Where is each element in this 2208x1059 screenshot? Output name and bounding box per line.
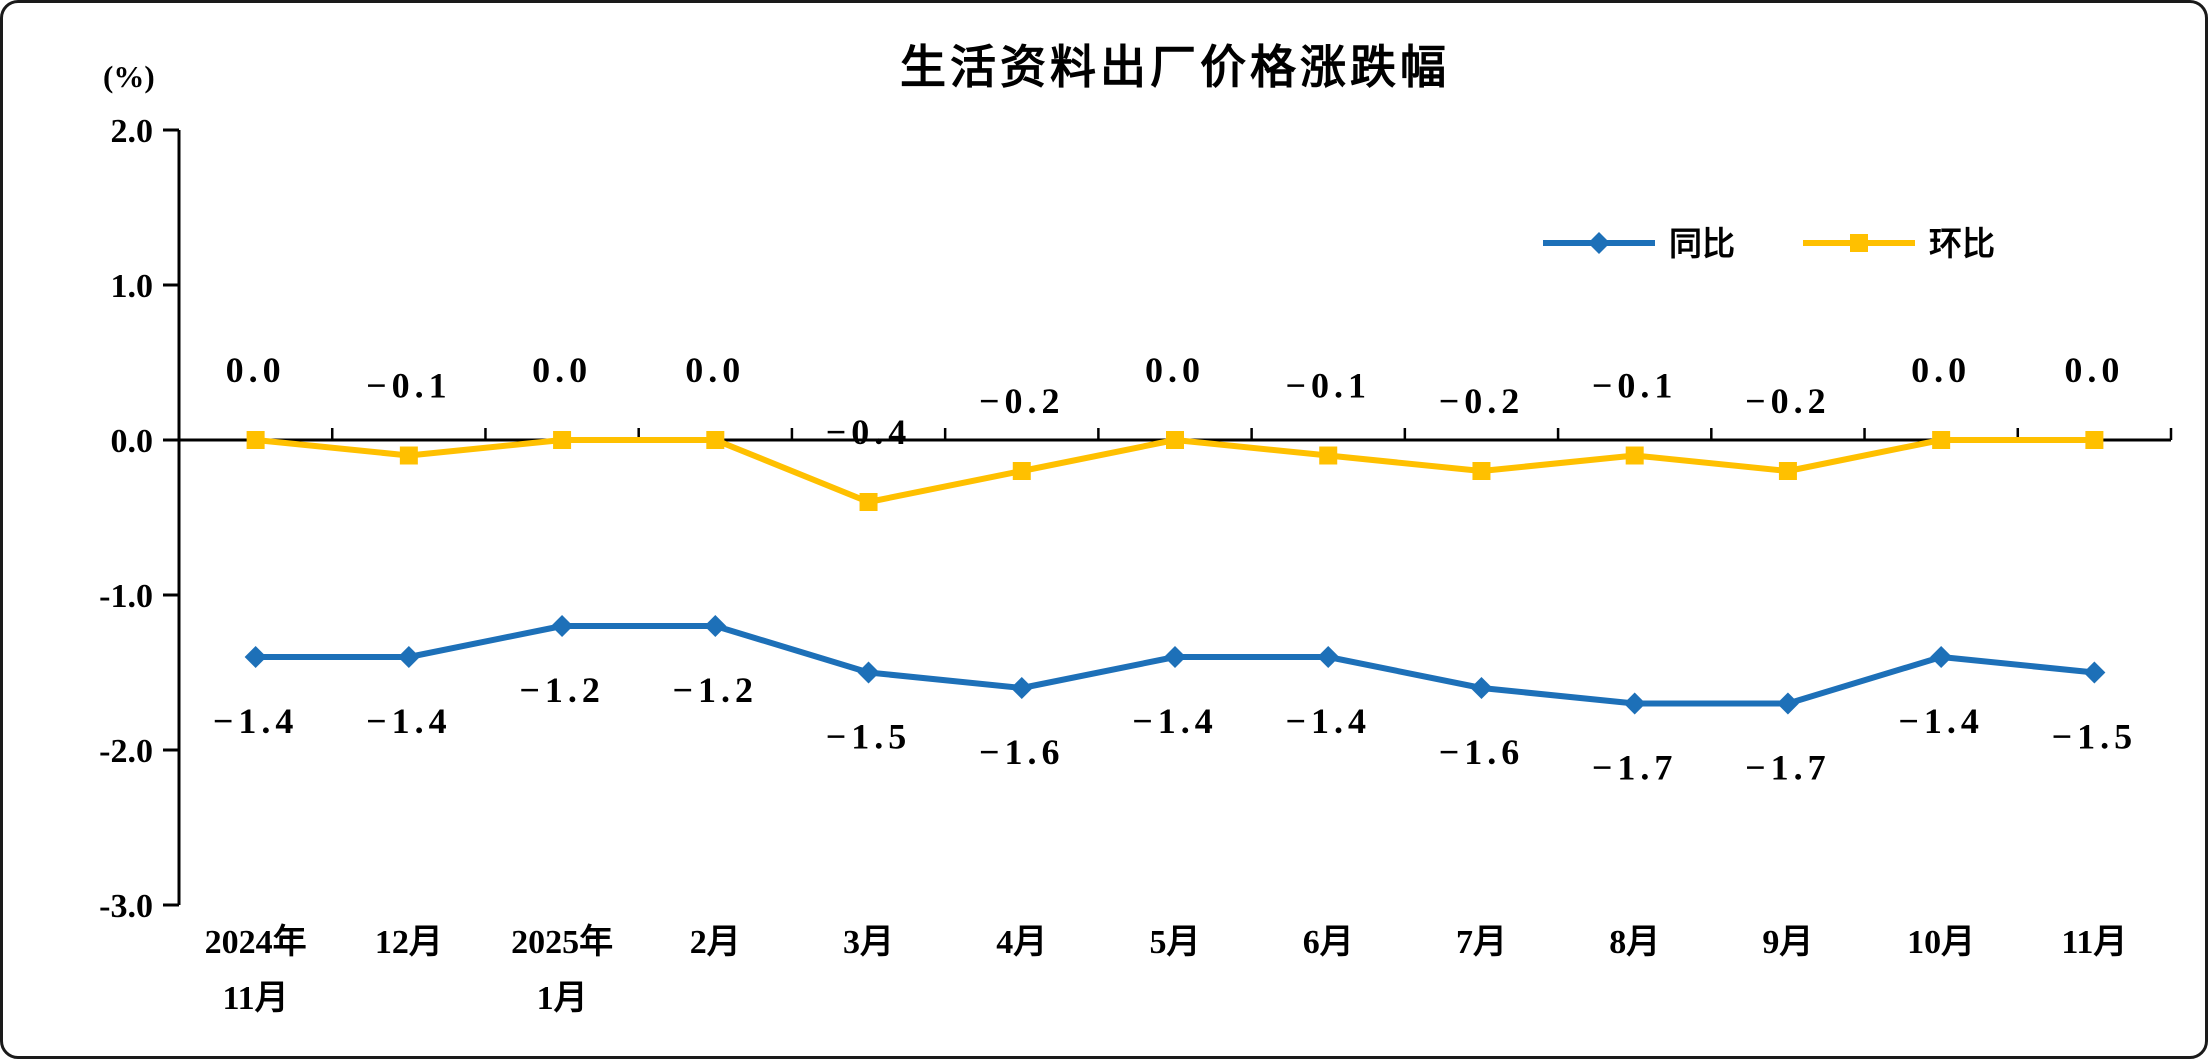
marker-square-mom (1012, 462, 1031, 480)
data-label-yoy: −1.7 (1592, 748, 1678, 788)
data-label-mom: −0.4 (826, 412, 912, 452)
data-label-yoy: −1.2 (673, 670, 759, 710)
data-label-yoy: −1.4 (213, 701, 299, 741)
x-category-label: 11月 (2061, 924, 2127, 961)
y-tick-label: -1.0 (99, 578, 153, 615)
marker-square-mom (706, 431, 725, 449)
x-category-label: 10月 (1907, 924, 1975, 961)
marker-diamond-yoy (244, 646, 267, 668)
legend-label-mom: 环比 (1929, 226, 1995, 263)
legend-marker-diamond-yoy (1588, 232, 1610, 254)
x-category-label: 6月 (1303, 924, 1354, 961)
x-category-label: 2024年 11月 (205, 923, 307, 1017)
data-label-mom: 0.0 (2064, 350, 2124, 390)
marker-diamond-yoy (1470, 677, 1493, 699)
marker-square-mom (1166, 431, 1184, 449)
line-chart: 2.0 1.0 0.0 -1.0 -2.0 -3.0 2024年 11月 12月 2025年 1月 2… (99, 113, 2173, 1017)
series-line-mom (252, 437, 2098, 505)
data-label-yoy: −1.4 (1132, 701, 1218, 741)
data-label-mom: −0.2 (1745, 381, 1831, 421)
marker-square-mom (399, 446, 418, 465)
x-category-label: 12月 (375, 924, 443, 961)
marker-square-mom (1932, 431, 1951, 449)
data-label-yoy: −1.5 (2052, 717, 2138, 757)
marker-diamond-yoy (704, 615, 727, 637)
marker-diamond-yoy (2083, 661, 2106, 684)
marker-diamond-yoy (857, 661, 880, 684)
marker-square-mom (246, 431, 265, 449)
x-category-label: 5月 (1150, 924, 1201, 961)
marker-square-mom (859, 493, 878, 511)
legend-label-yoy: 同比 (1669, 226, 1735, 263)
marker-square-mom (1319, 446, 1338, 465)
marker-diamond-yoy (1930, 646, 1953, 668)
data-label-mom: 0.0 (1911, 350, 1971, 390)
data-label-yoy: −1.6 (1439, 732, 1525, 772)
y-tick-label: -2.0 (99, 733, 153, 770)
x-category-label: 3月 (843, 924, 894, 961)
marker-diamond-yoy (397, 646, 420, 668)
data-label-yoy: −1.4 (1898, 701, 1984, 741)
data-label-mom: −0.1 (1592, 366, 1678, 406)
marker-square-mom (2085, 431, 2104, 449)
marker-diamond-yoy (1164, 646, 1186, 668)
x-category-label: 7月 (1456, 924, 1507, 961)
x-category-label: 8月 (1609, 924, 1660, 961)
data-label-yoy: −1.7 (1745, 748, 1831, 788)
data-label-yoy: −1.4 (366, 701, 452, 741)
data-label-mom: 0.0 (685, 350, 745, 390)
data-label-yoy: −1.5 (826, 717, 912, 757)
marker-diamond-yoy (551, 615, 574, 637)
y-axis-unit-label: (%) (103, 59, 155, 94)
marker-diamond-yoy (1010, 677, 1033, 699)
y-tick-label: 2.0 (111, 113, 154, 150)
marker-diamond-yoy (1776, 692, 1799, 715)
marker-square-mom (1778, 462, 1797, 480)
x-category-label: 4月 (996, 924, 1047, 961)
y-tick-label: 0.0 (111, 423, 154, 460)
marker-square-mom (1625, 446, 1644, 465)
marker-diamond-yoy (1317, 646, 1340, 668)
data-label-mom: 0.0 (226, 350, 286, 390)
x-category-label: 2025年 1月 (511, 923, 613, 1017)
data-label-mom: 0.0 (1145, 350, 1205, 390)
y-tick-label: 1.0 (111, 268, 154, 305)
data-label-mom: −0.2 (1439, 381, 1525, 421)
x-category-label: 2月 (690, 924, 741, 961)
data-label-mom: −0.2 (979, 381, 1065, 421)
legend-marker-square-mom (1850, 234, 1868, 252)
data-label-yoy: −1.2 (519, 670, 605, 710)
data-label-mom: −0.1 (1285, 366, 1371, 406)
data-label-mom: 0.0 (532, 350, 592, 390)
data-label-yoy: −1.6 (979, 732, 1065, 772)
data-label-mom: −0.1 (366, 366, 452, 406)
chart-title: 生活资料出厂价格涨跌幅 (900, 40, 1450, 94)
y-tick-label: -3.0 (99, 888, 153, 925)
marker-diamond-yoy (1623, 692, 1646, 715)
marker-square-mom (1472, 462, 1491, 480)
marker-square-mom (553, 431, 572, 449)
x-category-label: 9月 (1762, 924, 1813, 961)
data-label-yoy: −1.4 (1285, 701, 1371, 741)
